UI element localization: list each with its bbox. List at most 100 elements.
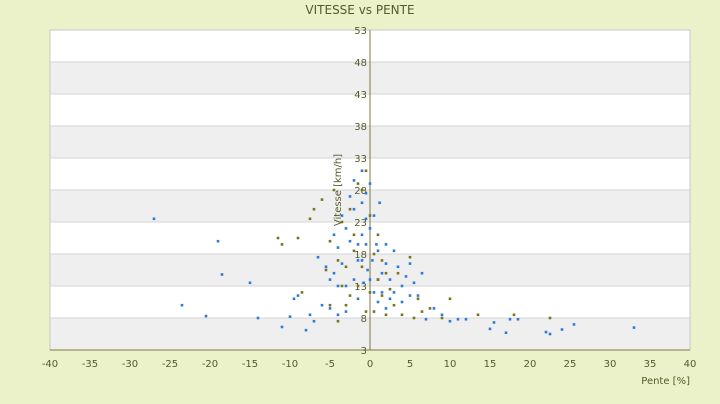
data-point (396, 265, 400, 269)
y-tick-label: 18 (354, 250, 367, 261)
x-axis-ticks: -40 -35 -30 -25 -20 -15 -10 -5 0 5 10 15 20 25 30 35 40 (42, 359, 697, 370)
data-point (348, 294, 352, 297)
data-point (360, 265, 364, 269)
y-tick-label: 13 (354, 282, 367, 293)
data-point (336, 259, 340, 262)
x-tick-label: -20 (202, 359, 218, 370)
data-point (440, 316, 444, 320)
data-point (560, 328, 564, 331)
data-point (292, 297, 296, 301)
data-point (456, 317, 460, 321)
data-point (352, 233, 356, 237)
data-point (328, 303, 332, 307)
data-point (384, 307, 388, 310)
data-point (336, 319, 340, 323)
data-point (400, 300, 404, 304)
data-point (348, 239, 352, 243)
data-point (216, 239, 220, 243)
data-point (372, 214, 376, 217)
data-point (356, 243, 360, 246)
y-tick-label: 8 (361, 314, 367, 325)
data-point (324, 265, 328, 269)
data-point (516, 317, 520, 321)
data-point (400, 313, 404, 317)
data-point (312, 319, 316, 323)
data-point (392, 249, 396, 253)
data-point (352, 278, 356, 281)
data-point (204, 314, 208, 318)
data-point (280, 243, 284, 246)
data-point (440, 313, 444, 317)
data-point (340, 284, 344, 288)
data-point (388, 278, 392, 281)
data-point (380, 294, 384, 297)
data-point (504, 331, 508, 335)
data-point (400, 284, 404, 288)
data-point (392, 303, 396, 307)
data-point (356, 284, 360, 288)
x-tick-label: -15 (242, 359, 258, 370)
data-point (380, 271, 384, 275)
data-point (412, 316, 416, 320)
data-point (424, 317, 428, 321)
data-point (420, 310, 424, 313)
data-point (366, 268, 369, 272)
data-point (256, 316, 260, 320)
data-point (388, 297, 392, 301)
y-tick-label: 38 (354, 122, 367, 133)
data-point (376, 278, 380, 281)
data-point (360, 201, 364, 205)
data-point (548, 332, 552, 336)
data-point (328, 239, 332, 243)
data-point (372, 291, 376, 294)
data-point (248, 281, 252, 285)
data-point (364, 217, 368, 221)
data-point (404, 275, 408, 278)
data-point (376, 249, 380, 253)
data-point (572, 323, 576, 326)
data-point (344, 310, 348, 313)
data-point (372, 310, 376, 313)
data-point (280, 325, 284, 329)
x-tick-label: 0 (367, 359, 373, 370)
x-tick-label: 10 (444, 359, 457, 370)
data-point (360, 169, 364, 173)
data-point (416, 294, 420, 297)
data-point (320, 198, 324, 201)
data-point (360, 233, 364, 237)
data-point (356, 259, 360, 262)
data-point (364, 310, 368, 313)
data-point (412, 281, 416, 285)
data-point (328, 307, 332, 310)
data-point (276, 236, 280, 240)
data-point (548, 316, 552, 320)
y-tick-label: 43 (354, 90, 367, 101)
chart-title: VITESSE vs PENTE (305, 3, 414, 17)
data-point (336, 313, 340, 317)
data-point (364, 169, 368, 173)
data-point (364, 191, 368, 195)
data-point (356, 182, 360, 185)
data-point (371, 259, 374, 262)
x-tick-label: 40 (684, 359, 697, 370)
data-point (352, 207, 356, 211)
data-point (384, 262, 388, 265)
data-point (375, 243, 378, 246)
data-point (320, 303, 324, 307)
x-tick-label: -40 (42, 359, 58, 370)
data-point (344, 284, 348, 288)
x-tick-label: 15 (484, 359, 497, 370)
data-point (476, 313, 480, 317)
data-point (368, 291, 372, 294)
data-point (376, 300, 380, 304)
data-point (348, 195, 352, 198)
data-point (368, 278, 372, 281)
x-tick-label: 5 (407, 359, 413, 370)
data-point (308, 217, 312, 221)
data-point (464, 317, 468, 321)
data-point (340, 262, 344, 265)
data-point (328, 278, 332, 281)
data-point (360, 188, 364, 192)
